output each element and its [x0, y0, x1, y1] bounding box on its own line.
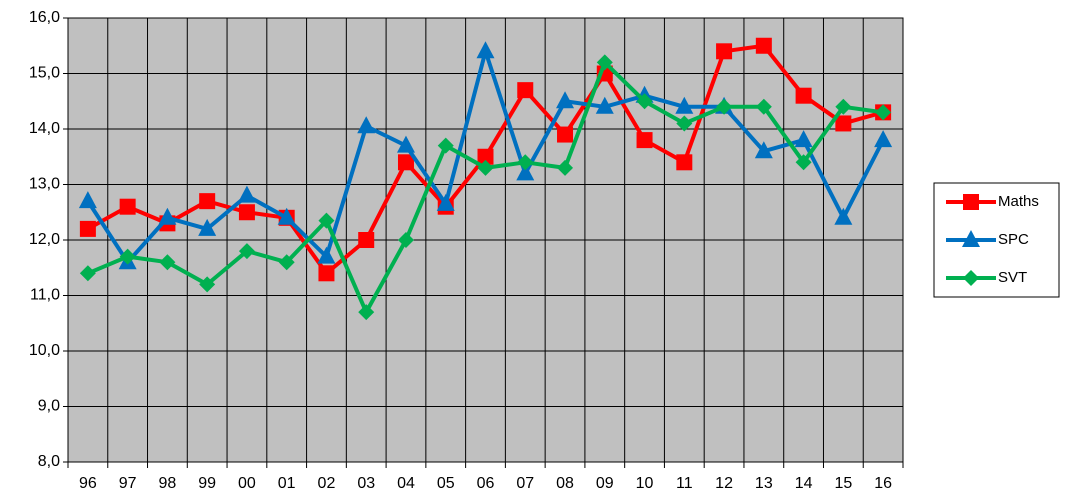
marker [874, 130, 893, 148]
x-tick-label: 98 [159, 475, 177, 492]
marker [675, 96, 694, 114]
x-tick-label: 03 [357, 475, 375, 492]
x-tick-label: 10 [636, 475, 654, 492]
marker [199, 193, 216, 210]
x-tick-label: 11 [676, 475, 693, 492]
marker [79, 220, 96, 237]
marker [963, 194, 979, 210]
marker [557, 126, 574, 143]
x-tick-label: 09 [596, 475, 614, 492]
marker [397, 154, 414, 171]
marker [159, 254, 176, 271]
legend-label: SVT [998, 269, 1027, 286]
x-tick-label: 16 [874, 475, 892, 492]
legend-label: Maths [998, 193, 1039, 210]
marker [358, 304, 375, 321]
marker [517, 82, 534, 99]
x-tick-label: 96 [79, 475, 97, 492]
marker [834, 207, 853, 225]
x-tick-label: 07 [516, 475, 534, 492]
x-tick-label: 01 [278, 475, 296, 492]
x-tick-label: 15 [834, 475, 852, 492]
y-tick-label: 12,0 [29, 231, 60, 248]
marker [754, 141, 773, 159]
marker [557, 159, 574, 176]
y-tick-label: 14,0 [29, 120, 60, 137]
x-tick-label: 06 [477, 475, 495, 492]
y-tick-label: 11,0 [30, 287, 60, 304]
marker [676, 115, 693, 132]
marker [795, 154, 812, 171]
x-tick-label: 97 [119, 475, 137, 492]
y-tick-label: 16,0 [29, 9, 60, 26]
marker [436, 193, 455, 211]
marker [119, 198, 136, 215]
marker [477, 148, 494, 165]
x-tick-label: 08 [556, 475, 574, 492]
x-tick-label: 12 [715, 475, 733, 492]
marker [636, 132, 653, 149]
marker [357, 116, 376, 134]
marker [477, 159, 494, 176]
marker [517, 154, 534, 171]
marker [963, 270, 979, 286]
marker [318, 265, 335, 282]
marker [237, 185, 256, 203]
marker [277, 207, 296, 225]
marker [278, 254, 295, 271]
marker [795, 87, 812, 104]
marker [238, 204, 255, 221]
marker [198, 218, 217, 236]
x-tick-label: 14 [795, 475, 813, 492]
marker [318, 212, 335, 229]
marker [476, 41, 495, 59]
marker [119, 248, 136, 265]
marker [716, 98, 733, 115]
marker [755, 98, 772, 115]
marker [317, 246, 336, 264]
legend: Maths SPC SVT [933, 182, 1060, 298]
x-tick-label: 02 [318, 475, 336, 492]
marker [596, 54, 613, 71]
marker [755, 37, 772, 54]
marker [716, 43, 733, 60]
marker [199, 276, 216, 293]
marker [875, 104, 892, 121]
y-tick-label: 13,0 [29, 176, 60, 193]
x-tick-label: 04 [397, 475, 415, 492]
y-tick-label: 10,0 [29, 342, 60, 359]
marker [397, 232, 414, 248]
y-tick-label: 9,0 [38, 398, 60, 415]
marker [516, 163, 535, 181]
marker [962, 230, 980, 247]
marker [238, 243, 255, 260]
marker [79, 265, 96, 282]
marker [676, 154, 693, 171]
x-tick-label: 00 [238, 475, 256, 492]
marker [396, 135, 415, 153]
marker [358, 232, 375, 248]
marker [78, 191, 97, 209]
y-tick-label: 15,0 [29, 65, 60, 82]
x-tick-label: 13 [755, 475, 773, 492]
marker [835, 98, 852, 115]
x-tick-label: 05 [437, 475, 455, 492]
marker [794, 130, 813, 148]
marker [437, 137, 454, 154]
legend-label: SPC [998, 231, 1029, 248]
y-tick-label: 8,0 [38, 453, 60, 470]
marker [556, 91, 575, 109]
marker [158, 207, 177, 225]
marker [636, 93, 653, 110]
x-tick-label: 99 [198, 475, 216, 492]
marker [595, 96, 614, 114]
marker [835, 115, 852, 132]
